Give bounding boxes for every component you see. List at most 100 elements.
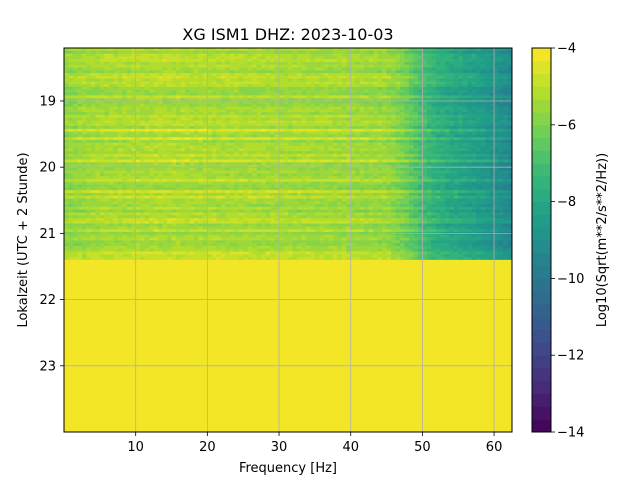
heatmap-cell <box>220 117 226 122</box>
heatmap-cell <box>350 114 356 119</box>
heatmap-cell <box>319 53 325 57</box>
heatmap-cell <box>440 64 446 69</box>
heatmap-cell <box>140 98 146 102</box>
heatmap-cell <box>99 87 105 91</box>
heatmap-cell <box>332 92 338 96</box>
heatmap-cell <box>400 123 406 127</box>
heatmap-cell <box>400 162 406 166</box>
heatmap-cell <box>364 170 370 175</box>
heatmap-cell <box>458 162 464 166</box>
heatmap-cell <box>296 67 303 71</box>
heatmap-cell <box>261 75 267 80</box>
heatmap-cell <box>489 106 495 110</box>
heatmap-cell <box>404 123 410 127</box>
heatmap-cell <box>261 151 267 155</box>
heatmap-cell <box>449 162 455 166</box>
heatmap-cell <box>113 114 119 119</box>
heatmap-cell <box>261 70 267 74</box>
heatmap-cell <box>180 156 186 161</box>
heatmap-cell <box>176 145 182 149</box>
heatmap-cell <box>64 145 70 149</box>
heatmap-cell <box>283 84 289 88</box>
heatmap-cell <box>408 67 415 71</box>
heatmap-cell <box>391 84 397 88</box>
heatmap-cell <box>332 109 338 113</box>
heatmap-cell <box>346 128 352 133</box>
heatmap-cell <box>449 84 455 88</box>
heatmap-cell <box>202 48 208 52</box>
heatmap-cell <box>131 145 137 149</box>
heatmap-cell <box>252 56 258 60</box>
heatmap-cell <box>238 73 244 77</box>
heatmap-cell <box>180 98 186 102</box>
heatmap-cell <box>346 162 352 166</box>
heatmap-cell <box>467 142 473 147</box>
heatmap-cell <box>377 53 383 57</box>
heatmap-cell <box>355 170 361 175</box>
heatmap-cell <box>144 173 150 177</box>
heatmap-cell <box>211 176 217 180</box>
heatmap-cell <box>153 53 159 57</box>
heatmap-cell <box>296 139 303 144</box>
heatmap-cell <box>72 128 79 133</box>
heatmap-cell <box>404 112 410 116</box>
heatmap-cell <box>503 95 509 99</box>
heatmap-cell <box>400 173 406 177</box>
heatmap-cell <box>323 56 329 60</box>
heatmap-cell <box>485 84 491 88</box>
heatmap-cell <box>180 56 186 60</box>
heatmap-cell <box>144 95 150 99</box>
heatmap-cell <box>198 181 204 186</box>
heatmap-cell <box>503 53 509 57</box>
heatmap-cell <box>95 67 101 71</box>
heatmap-cell <box>382 142 388 147</box>
heatmap-cell <box>431 81 437 85</box>
heatmap-cell <box>404 114 410 119</box>
heatmap-cell <box>400 142 406 147</box>
heatmap-cell <box>426 123 432 127</box>
heatmap-cell <box>355 128 361 133</box>
heatmap-cell <box>117 100 123 105</box>
heatmap-cell <box>77 89 83 94</box>
heatmap-cell <box>417 84 423 88</box>
heatmap-cell <box>104 103 110 108</box>
heatmap-cell <box>72 159 79 163</box>
heatmap-cell <box>189 170 195 175</box>
heatmap-cell <box>117 53 123 57</box>
heatmap-cell <box>498 98 504 102</box>
heatmap-cell <box>77 84 83 88</box>
heatmap-cell <box>346 61 352 66</box>
heatmap-cell <box>243 78 249 83</box>
heatmap-cell <box>202 162 208 166</box>
heatmap-cell <box>494 156 500 161</box>
heatmap-cell <box>64 103 70 108</box>
heatmap-cell <box>149 156 155 161</box>
heatmap-cell <box>64 53 70 57</box>
heatmap-cell <box>176 109 182 113</box>
heatmap-cell <box>310 70 316 74</box>
heatmap-cell <box>368 103 374 108</box>
heatmap-cell <box>355 61 361 66</box>
heatmap-cell <box>373 151 379 155</box>
heatmap-cell <box>77 61 83 66</box>
heatmap-cell <box>480 156 486 161</box>
heatmap-cell <box>99 151 105 155</box>
heatmap-cell <box>202 131 208 136</box>
heatmap-cell <box>422 112 428 116</box>
heatmap-cell <box>413 137 419 141</box>
heatmap-cell <box>202 61 208 66</box>
heatmap-cell <box>310 81 316 85</box>
heatmap-cell <box>417 95 423 99</box>
heatmap-cell <box>90 123 96 127</box>
heatmap-cell <box>332 142 338 147</box>
heatmap-cell <box>319 100 325 105</box>
heatmap-cell <box>162 67 168 71</box>
heatmap-cell <box>234 123 240 127</box>
heatmap-cell <box>140 179 146 183</box>
heatmap-cell <box>193 156 199 161</box>
heatmap-cell <box>274 81 280 85</box>
heatmap-cell <box>296 78 303 83</box>
heatmap-cell <box>247 100 253 105</box>
heatmap-cell <box>395 167 401 172</box>
heatmap-cell <box>377 78 383 83</box>
